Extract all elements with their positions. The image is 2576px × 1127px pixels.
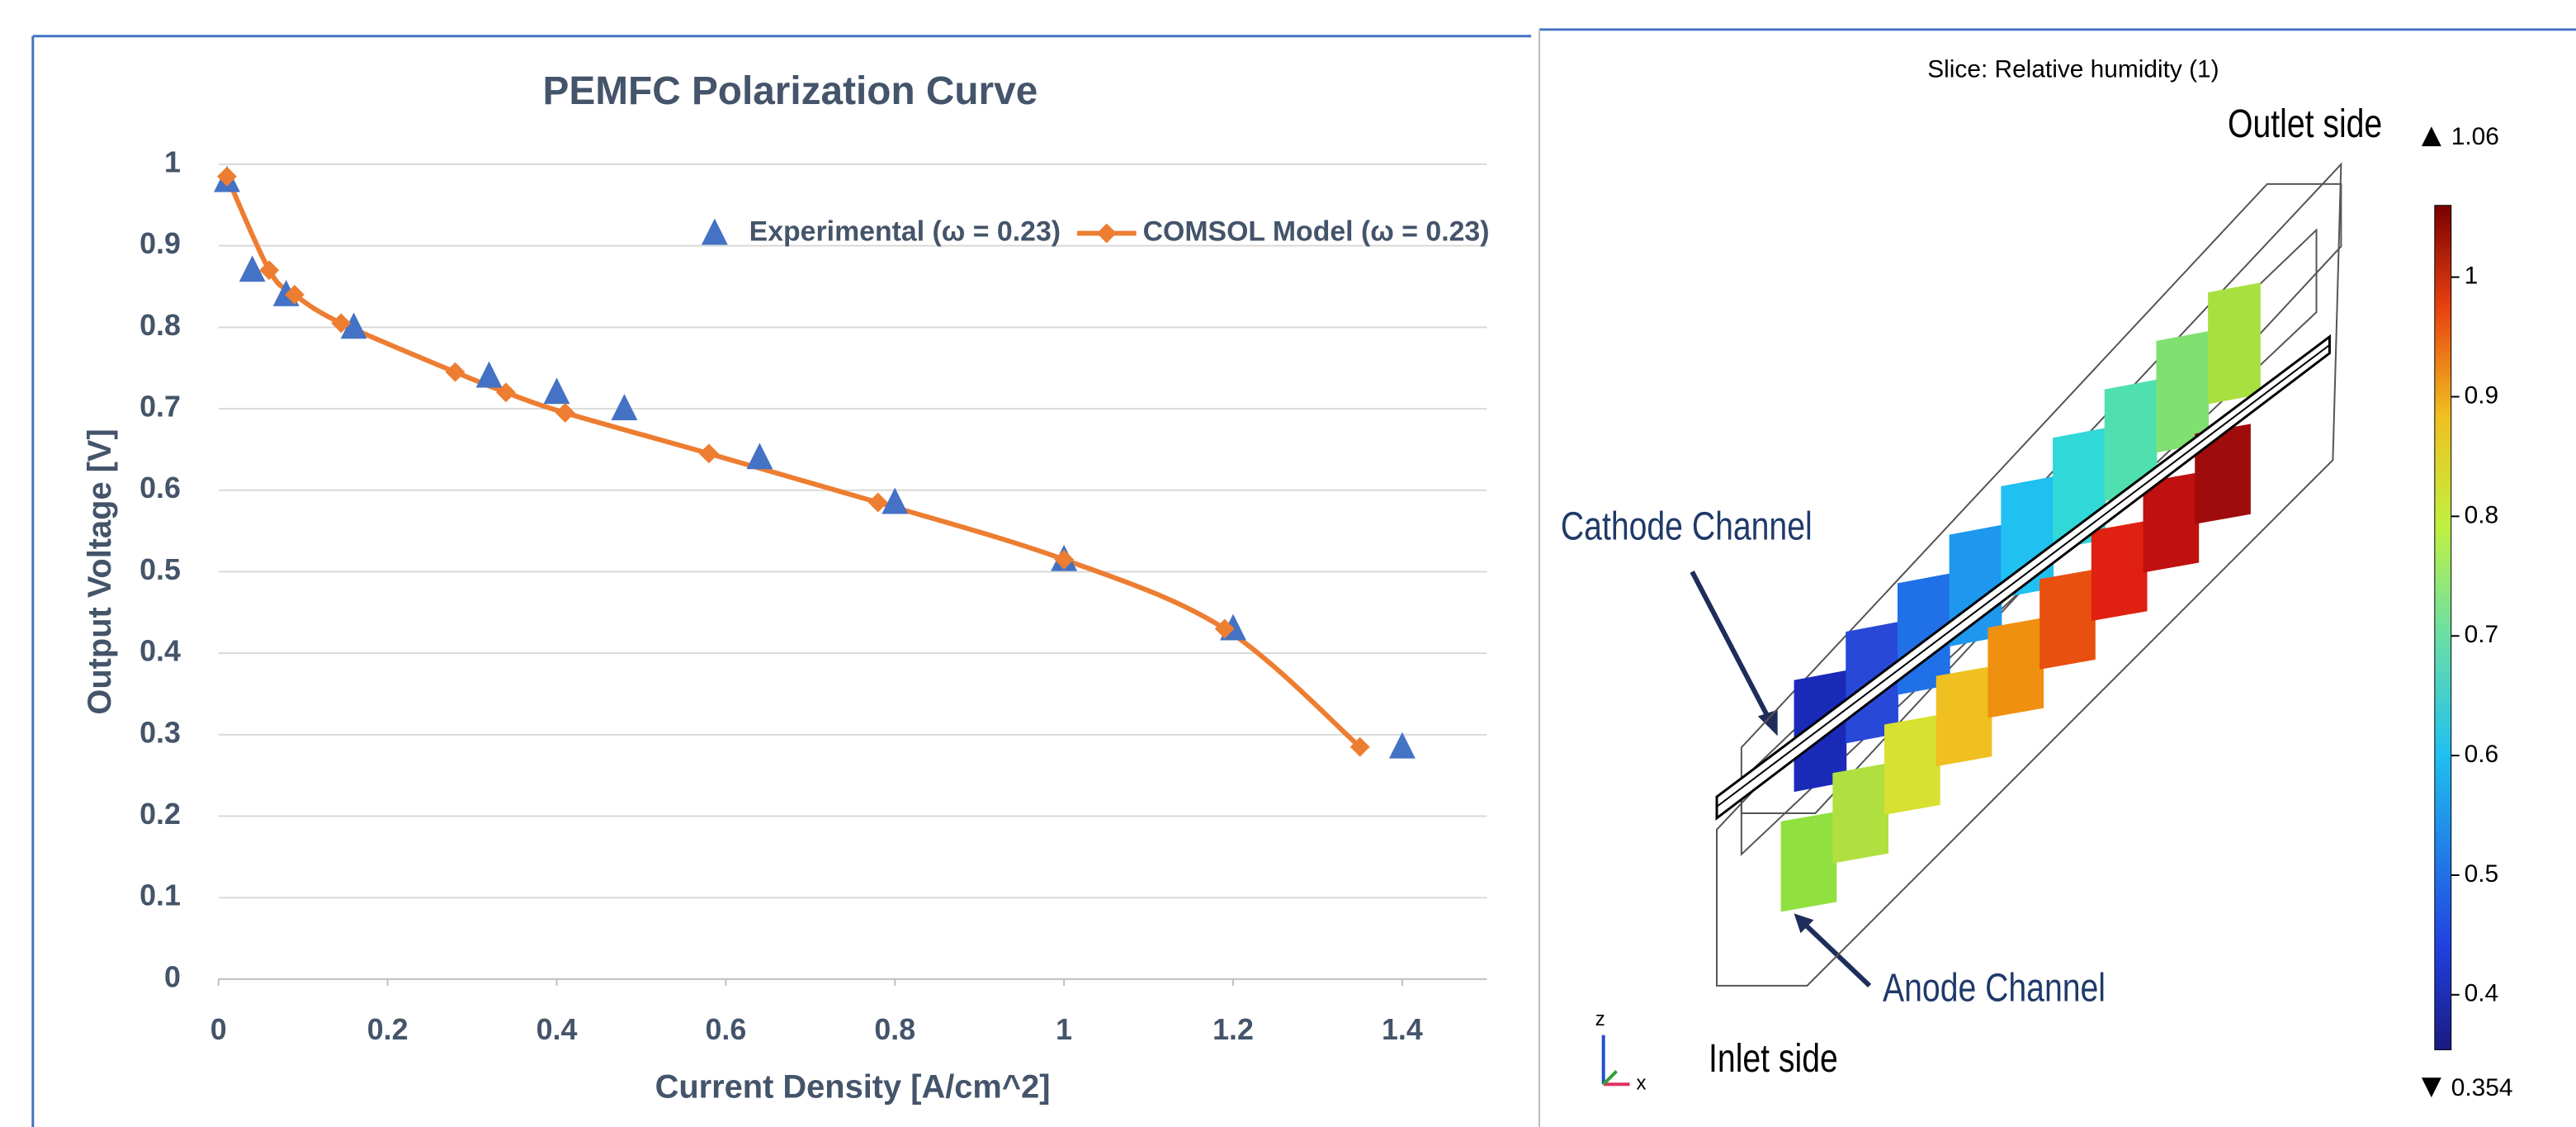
y-tick-label: 0.2 xyxy=(139,798,181,831)
data-point xyxy=(555,403,575,423)
anode-slice xyxy=(2040,569,2096,669)
colorbar-tick-label: 0.7 xyxy=(2465,621,2499,648)
y-tick-label: 0.4 xyxy=(139,635,181,668)
anode-slice xyxy=(1781,812,1837,912)
colorbar-tick-label: 0.5 xyxy=(2465,860,2499,888)
colorbar-tick-label: 1 xyxy=(2465,263,2479,290)
axis-triad xyxy=(1604,1071,1617,1084)
x-tick-label: 0.2 xyxy=(367,1013,409,1046)
annotation: Inlet side xyxy=(1709,1036,1838,1081)
anode-slice xyxy=(2092,521,2148,621)
y-tick-label: 0.9 xyxy=(139,227,181,260)
data-point xyxy=(476,362,503,388)
data-point xyxy=(702,219,728,245)
x-tick-label: 1.2 xyxy=(1212,1013,1254,1046)
min-marker xyxy=(2422,1077,2441,1097)
anode-slice xyxy=(1988,618,2044,717)
x-axis-label: Current Density [A/cm^2] xyxy=(655,1069,1051,1106)
polarization-chart: PEMFC Polarization Curve 0 0.1 0.2 0.3 0.4 0.5… xyxy=(82,69,1490,1106)
x-tick-label: 0.6 xyxy=(705,1013,746,1046)
max-label: 1.06 xyxy=(2451,123,2499,150)
membrane xyxy=(1717,337,2329,818)
data-point xyxy=(446,362,466,382)
cathode-slice xyxy=(2208,282,2261,404)
x-tick-label: 0 xyxy=(210,1013,227,1046)
data-point xyxy=(1389,732,1416,759)
y-tick-label: 0.1 xyxy=(139,879,181,912)
data-point xyxy=(746,443,773,469)
x-tick-label: 1 xyxy=(1056,1013,1072,1046)
y-axis-label: Output Voltage [V] xyxy=(82,429,118,714)
annotation: Outlet side xyxy=(2228,102,2382,146)
page: {"chart_data": [ {"type": "line", "title… xyxy=(0,0,2576,1127)
annotation: Anode Channel xyxy=(1883,966,2106,1011)
data-point xyxy=(544,377,570,404)
data-point xyxy=(699,443,719,463)
annotation: Cathode Channel xyxy=(1561,504,1813,549)
y-tick-label: 0.5 xyxy=(139,553,181,586)
membrane-line xyxy=(1717,345,2329,807)
humidity-slice: Slice: Relative humidity (1) Outlet side C… xyxy=(1561,55,2513,1101)
arrow-head xyxy=(1758,710,1778,736)
chart-title: Slice: Relative humidity (1) xyxy=(1927,55,2219,83)
anode-slice xyxy=(1832,763,1888,863)
y-tick-label: 0.8 xyxy=(139,309,181,342)
colorbar-tick-label: 0.8 xyxy=(2465,501,2499,528)
min-label: 0.354 xyxy=(2451,1074,2513,1101)
annotation: x xyxy=(1636,1073,1646,1095)
x-tick-label: 0.8 xyxy=(874,1013,915,1046)
figure: PEMFC Polarization Curve 0 0.1 0.2 0.3 0.4 0.5… xyxy=(0,0,2576,1127)
data-point xyxy=(612,394,638,420)
arrow xyxy=(1692,571,1771,722)
y-tick-label: 0.3 xyxy=(139,716,181,749)
chart-title: PEMFC Polarization Curve xyxy=(543,69,1038,113)
y-tick-label: 0 xyxy=(164,960,181,993)
y-tick-label: 0.7 xyxy=(139,391,181,424)
x-tick-label: 0.4 xyxy=(536,1013,578,1046)
data-point xyxy=(1097,224,1117,244)
legend-label: COMSOL Model (ω = 0.23) xyxy=(1143,215,1490,247)
y-tick-label: 1 xyxy=(164,145,181,178)
x-tick-label: 1.4 xyxy=(1382,1013,1423,1046)
max-marker xyxy=(2422,126,2441,146)
colorbar-tick-label: 0.6 xyxy=(2465,741,2499,768)
anode-slice xyxy=(1884,715,1940,815)
colorbar-tick-label: 0.9 xyxy=(2465,381,2499,409)
annotation: z xyxy=(1595,1008,1605,1030)
y-tick-label: 0.6 xyxy=(139,471,181,504)
series-line xyxy=(227,177,1360,747)
legend-label: Experimental (ω = 0.23) xyxy=(749,215,1061,247)
anode-slice xyxy=(1936,666,1992,766)
colorbar xyxy=(2435,206,2451,1050)
colorbar-tick-label: 0.4 xyxy=(2465,980,2499,1007)
